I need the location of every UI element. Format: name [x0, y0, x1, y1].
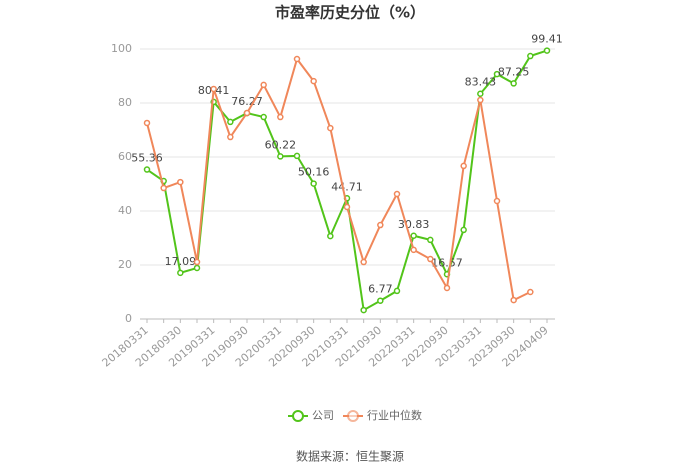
point	[343, 203, 351, 211]
point	[243, 109, 251, 117]
point	[260, 113, 267, 121]
y-tick-label: 0	[125, 312, 132, 325]
legend-marker	[347, 410, 359, 422]
point	[160, 184, 167, 192]
value-label: 60.22	[265, 138, 297, 151]
point	[410, 246, 417, 254]
legend-label: 行业中位数	[367, 408, 422, 422]
point	[393, 287, 401, 295]
legend-label: 公司	[312, 409, 334, 422]
point	[427, 255, 434, 263]
point	[377, 221, 384, 229]
value-label: 44.71	[331, 180, 363, 193]
point	[293, 152, 301, 160]
y-tick-label: 20	[118, 258, 132, 271]
point	[427, 236, 434, 244]
point	[177, 269, 184, 277]
point	[477, 90, 484, 97]
value-label: 99.41	[531, 33, 563, 46]
y-tick-label: 80	[118, 96, 132, 109]
point	[293, 55, 301, 63]
point	[543, 47, 551, 54]
y-tick-label: 60	[118, 150, 132, 163]
point	[227, 133, 234, 141]
point	[377, 297, 384, 304]
point	[193, 258, 201, 266]
value-label: 50.16	[298, 166, 330, 179]
legend-marker	[292, 410, 304, 422]
point	[310, 77, 317, 85]
value-label: 83.43	[465, 76, 497, 89]
point	[277, 153, 284, 160]
point	[360, 306, 367, 314]
point	[527, 52, 534, 60]
point	[193, 264, 201, 272]
point	[360, 258, 367, 266]
source: 数据来源：恒生聚源	[296, 449, 404, 464]
y-tick-label: 40	[118, 204, 132, 217]
point	[143, 166, 151, 173]
point	[460, 226, 467, 234]
legend-item: 公司	[288, 409, 334, 422]
value-label: 87.25	[498, 65, 530, 78]
series-line	[146, 56, 531, 302]
point	[177, 178, 184, 186]
value-label: 17.09	[165, 255, 197, 268]
value-label: 6.77	[368, 283, 393, 296]
point	[310, 180, 317, 187]
point	[327, 232, 334, 240]
value-label: 30.83	[398, 218, 430, 231]
point	[277, 113, 284, 121]
point	[410, 232, 417, 240]
point	[393, 190, 401, 198]
point	[510, 296, 517, 304]
point	[443, 284, 451, 292]
point	[327, 124, 334, 132]
point	[460, 162, 467, 170]
point	[227, 118, 234, 126]
point	[210, 85, 217, 93]
point	[527, 288, 534, 296]
point	[493, 197, 501, 205]
chart-title: 市盈率历史分位（%）	[275, 4, 425, 22]
point	[510, 80, 517, 87]
point	[143, 119, 151, 127]
point	[260, 81, 267, 89]
value-label: 76.27	[231, 95, 263, 108]
value-label: 16.57	[431, 256, 463, 269]
point	[477, 96, 484, 104]
point	[493, 70, 501, 78]
y-tick-label: 100	[111, 42, 132, 55]
legend-item: 行业中位数	[343, 408, 422, 422]
